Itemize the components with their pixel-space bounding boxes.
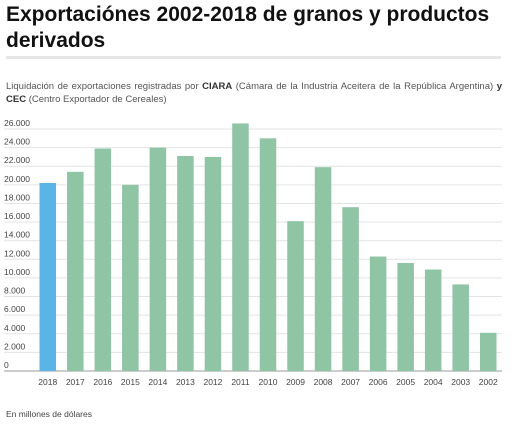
bar-2005	[397, 263, 414, 371]
x-tick-label: 2008	[314, 377, 333, 387]
x-tick-label: 2003	[451, 377, 470, 387]
x-tick-label: 2007	[341, 377, 360, 387]
bar-2008	[314, 167, 332, 371]
bar-2015	[122, 184, 139, 371]
x-tick-label: 2002	[479, 377, 498, 387]
bar-2010	[259, 138, 277, 371]
page-title: Exportaciónes 2002-2018 de granos y prod…	[6, 3, 490, 52]
x-tick-label: 2016	[93, 377, 112, 387]
bar-2002	[479, 332, 497, 371]
subtitle-org2: CEC	[6, 94, 27, 105]
x-tick-label: 2004	[424, 377, 443, 387]
y-tick-label: 6.000	[4, 304, 26, 314]
bar-2004	[424, 269, 442, 371]
x-axis-ticks: 2018 2017 2016 2015 2014 2013 2012 2011 2010 2009…	[38, 377, 498, 387]
y-tick-label: 26.000	[4, 120, 30, 128]
y-tick-label: 16.000	[4, 211, 30, 221]
x-tick-label: 2011	[231, 377, 250, 387]
y-tick-label: 10.000	[4, 267, 30, 277]
y-tick-label: 14.000	[4, 230, 30, 240]
bar-chart: 0 2.000 4.000 6.000 8.000 10.000 12.000 14.000 1…	[4, 120, 502, 387]
y-tick-label: 22.000	[4, 155, 30, 165]
bar-2018	[39, 182, 57, 371]
bar-2011	[232, 123, 249, 372]
y-tick-label: 24.000	[4, 137, 30, 147]
y-tick-label: 4.000	[4, 323, 26, 333]
bar-2006	[369, 256, 387, 371]
x-tick-label: 2018	[38, 377, 57, 387]
bar-2007	[342, 207, 359, 371]
x-tick-label: 2009	[286, 377, 305, 387]
bar-2017	[67, 171, 84, 371]
x-tick-label: 2017	[66, 377, 85, 387]
bar-2003	[452, 284, 469, 371]
subtitle-org2-desc: (Centro Exportador de Cereales)	[28, 94, 167, 105]
subtitle-joiner: y	[496, 81, 502, 92]
bars	[39, 123, 497, 372]
subtitle-org1: CIARA	[202, 81, 233, 92]
x-tick-label: 2005	[396, 377, 415, 387]
y-tick-label: 2.000	[4, 341, 26, 351]
x-tick-label: 2012	[203, 377, 222, 387]
bar-2009	[287, 221, 304, 371]
bar-2014	[149, 147, 167, 371]
y-axis-ticks: 0 2.000 4.000 6.000 8.000 10.000 12.000 14.000 1…	[4, 120, 30, 370]
y-tick-label: 20.000	[4, 174, 30, 184]
subtitle-org1-desc: (Cámara de la Industria Aceitera de la R…	[235, 81, 494, 92]
bar-2016	[94, 148, 112, 371]
bar-2013	[177, 155, 194, 371]
units-note: En millones de dólares	[6, 409, 92, 419]
bar-2012	[204, 156, 222, 371]
chart-subtitle: Liquidación de exportaciones registradas…	[6, 80, 502, 106]
subtitle-prefix: Liquidación de exportaciones registradas…	[6, 81, 199, 92]
x-tick-label: 2010	[259, 377, 278, 387]
x-tick-label: 2006	[369, 377, 388, 387]
gridlines	[4, 128, 502, 372]
title-divider	[6, 56, 501, 59]
y-tick-label: 0	[4, 360, 9, 370]
y-tick-label: 8.000	[4, 286, 26, 296]
y-tick-label: 12.000	[4, 248, 30, 258]
x-tick-label: 2014	[148, 377, 167, 387]
x-tick-label: 2015	[121, 377, 140, 387]
x-tick-label: 2013	[176, 377, 195, 387]
y-tick-label: 18.000	[4, 192, 30, 202]
